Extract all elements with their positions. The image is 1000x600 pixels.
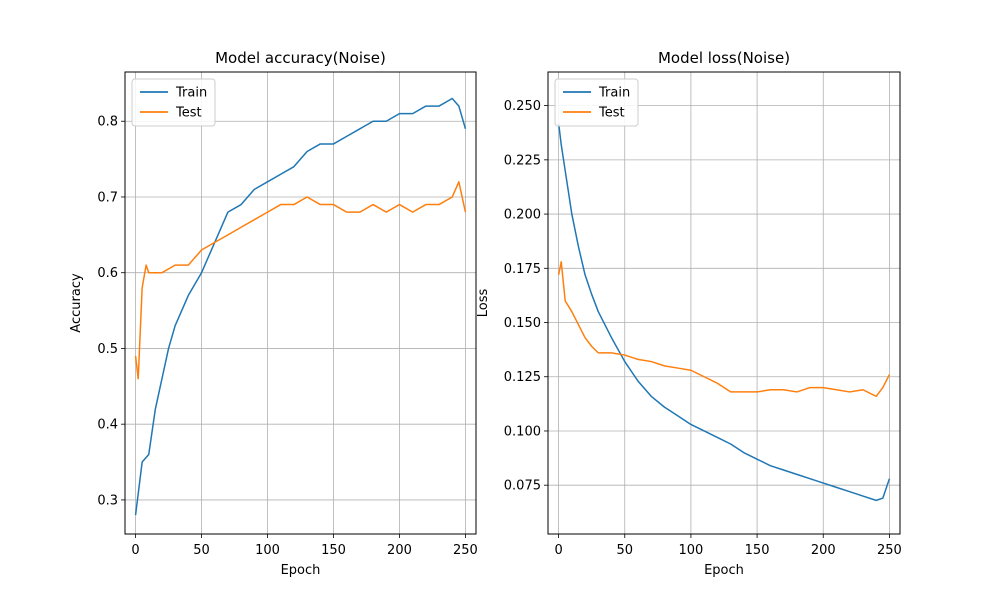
series-line-test: [557, 261, 891, 398]
chart-title: Model loss(Noise): [658, 49, 790, 67]
legend-label-train: Train: [175, 86, 207, 101]
x-axis-label: Epoch: [704, 563, 744, 578]
y-tick-label: 0.4: [97, 418, 118, 433]
x-tick-label: 150: [321, 543, 346, 558]
x-tick-label: 250: [453, 543, 478, 558]
x-tick-label: 0: [554, 543, 562, 558]
x-axis-label: Epoch: [281, 563, 321, 578]
y-tick-label: 0.8: [97, 115, 118, 130]
series-line-train: [557, 122, 891, 502]
legend-label-test: Test: [598, 106, 625, 121]
legend-label-train: Train: [598, 86, 630, 101]
x-tick-label: 200: [387, 543, 412, 558]
x-tick-label: 100: [255, 543, 280, 558]
x-tick-label: 200: [811, 543, 836, 558]
series-line-test: [134, 181, 467, 380]
x-tick-label: 0: [131, 543, 139, 558]
y-tick-label: 0.075: [504, 479, 541, 494]
y-tick-label: 0.125: [504, 370, 541, 385]
y-tick-label: 0.100: [504, 424, 541, 439]
legend: Train Test: [554, 78, 639, 127]
y-tick-label: 0.200: [504, 208, 541, 223]
x-tick-label: 150: [745, 543, 770, 558]
x-tick-label: 100: [679, 543, 704, 558]
y-tick-label: 0.3: [97, 493, 118, 508]
plot-frame: [547, 71, 901, 535]
x-tick-label: 250: [877, 543, 902, 558]
x-tick-label: 50: [616, 543, 633, 558]
y-tick-label: 0.250: [504, 99, 541, 114]
plot-frame: [124, 71, 477, 535]
y-axis-label: Loss: [476, 289, 491, 318]
y-tick-label: 0.6: [97, 266, 118, 281]
chart-title: Model accuracy(Noise): [215, 49, 386, 67]
legend-box: [554, 78, 639, 127]
y-axis-label: Accuracy: [69, 273, 84, 333]
y-tick-label: 0.175: [504, 262, 541, 277]
legend-label-test: Test: [175, 106, 202, 121]
series-line-train: [134, 97, 467, 516]
chart-panel-0: 0 50 100 150 200 250 0.3 0.4 0.5 0.6 0.7 0.8 Model a…: [69, 49, 478, 578]
y-tick-label: 0.5: [97, 342, 118, 357]
legend: Train Test: [131, 78, 216, 127]
x-tick-label: 50: [193, 543, 210, 558]
y-tick-label: 0.7: [97, 190, 118, 205]
y-tick-label: 0.225: [504, 153, 541, 168]
y-tick-label: 0.150: [504, 316, 541, 331]
legend-box: [131, 78, 216, 127]
chart-panel-1: 0 50 100 150 200 250 0.075 0.100 0.125 0.150 0.175…: [476, 49, 902, 578]
